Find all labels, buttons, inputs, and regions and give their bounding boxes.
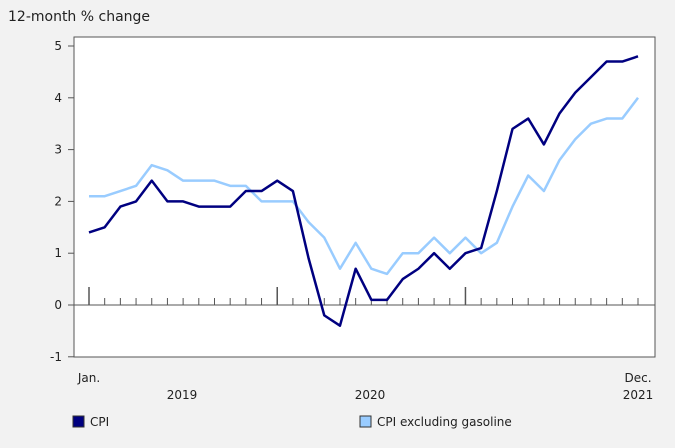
y-tick-label: 5 [54, 39, 62, 53]
series-line-cpi [88, 55, 639, 327]
year-label-2020: 2020 [355, 388, 386, 402]
legend-label-cpi: CPI [90, 415, 109, 429]
y-tick-label: 3 [54, 143, 62, 157]
legend-swatch-cpi [72, 415, 85, 428]
year-label-2021: 2021 [623, 388, 654, 402]
legend: CPI CPI excluding gasoline [72, 415, 512, 429]
x-start-label: Jan. [77, 371, 100, 385]
y-tick-label: 2 [54, 194, 62, 208]
legend-label-cpi-ex-gas: CPI excluding gasoline [377, 415, 512, 429]
year-label-2019: 2019 [167, 388, 198, 402]
series-line-cpi-ex-gasoline [89, 97, 639, 276]
x-end-label: Dec. [624, 371, 651, 385]
y-tick-label: -1 [50, 350, 62, 364]
y-axis-label: 12-month % change [8, 9, 150, 25]
y-tick-label: 0 [54, 298, 62, 312]
legend-swatch-cpi-ex-gas [359, 415, 372, 428]
y-tick-label: 1 [54, 246, 62, 260]
y-tick-label: 4 [54, 91, 62, 105]
plot-area [73, 36, 656, 358]
